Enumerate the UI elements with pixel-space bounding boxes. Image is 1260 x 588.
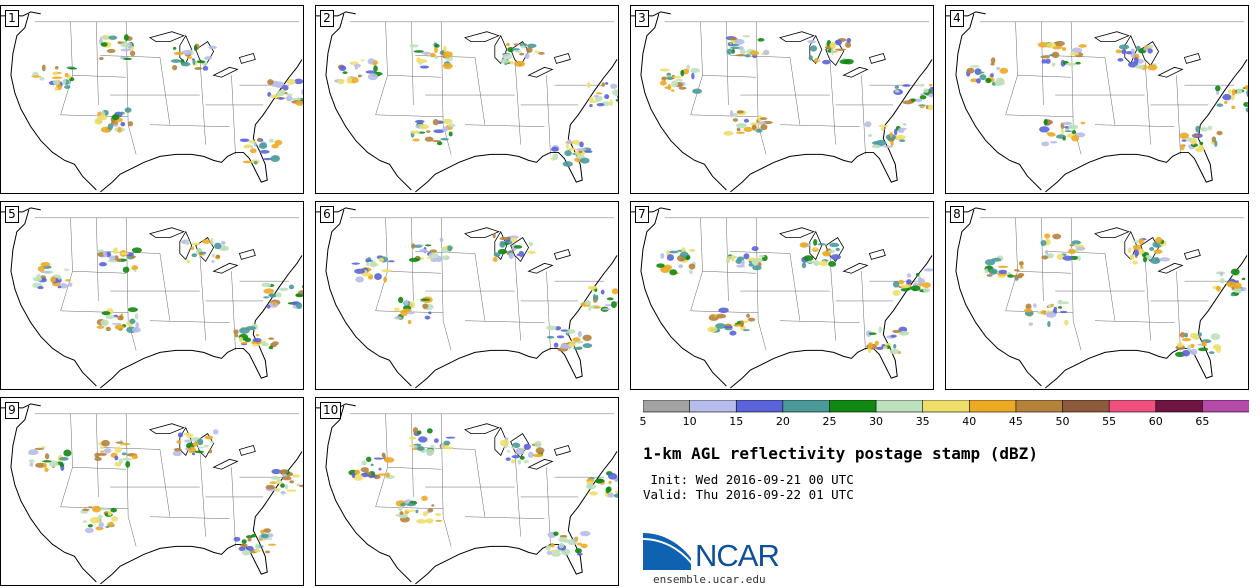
colorbar-segment (969, 400, 1017, 413)
member-panel: 5 (0, 201, 304, 390)
colorbar-label: 25 (822, 415, 837, 428)
colorbar-segment (1015, 400, 1064, 413)
colorbar-label: 35 (915, 415, 930, 428)
colorbar-segment (875, 400, 924, 413)
member-number: 1 (5, 10, 19, 27)
colorbar-segment (735, 400, 784, 413)
colorbar-label: 30 (869, 415, 884, 428)
colorbar-segment (643, 400, 691, 413)
member-panel: 2 (315, 5, 619, 194)
member-number: 2 (320, 10, 334, 27)
member-panel: 6 (315, 201, 619, 390)
member-map (316, 403, 618, 585)
member-number: 10 (320, 402, 342, 419)
colorbar-label: 15 (729, 415, 744, 428)
member-map (631, 11, 933, 193)
init-time: Init: Wed 2016-09-21 00 UTC (643, 472, 854, 487)
colorbar-label: 50 (1055, 415, 1070, 428)
colorbar-segment (829, 400, 877, 413)
member-map (946, 207, 1248, 389)
colorbar-label: 40 (962, 415, 977, 428)
colorbar-labels: 5 10 15 20 25 30 35 40 45 50 55 60 65 (639, 415, 1251, 429)
plot-title: 1-km AGL reflectivity postage stamp (dBZ… (643, 444, 1038, 463)
reflectivity-colorbar (643, 400, 1249, 413)
ncar-logo-text: NCAR (695, 538, 780, 573)
colorbar-label: 60 (1148, 415, 1163, 428)
colorbar-label: 45 (1008, 415, 1023, 428)
member-panel: 4 (945, 5, 1249, 194)
member-panel: 1 (0, 5, 304, 194)
colorbar-label: 10 (682, 415, 697, 428)
site-url[interactable]: ensemble.ucar.edu (653, 573, 766, 586)
member-number: 6 (320, 206, 334, 223)
member-number: 9 (5, 402, 19, 419)
member-map (1, 207, 303, 389)
member-panel: 9 (0, 397, 304, 586)
member-map (946, 11, 1248, 193)
colorbar-label: 55 (1102, 415, 1117, 428)
member-panel: 7 (630, 201, 934, 390)
member-map (631, 207, 933, 389)
colorbar-segment (1062, 400, 1110, 413)
member-map (316, 207, 618, 389)
colorbar-segment (1155, 400, 1204, 413)
member-map (1, 403, 303, 585)
colorbar-label: 20 (775, 415, 790, 428)
colorbar-segment (1108, 400, 1157, 413)
colorbar-segment (689, 400, 738, 413)
member-panel: 10 (315, 397, 619, 586)
colorbar-segment (922, 400, 971, 413)
member-panel: 8 (945, 201, 1249, 390)
ncar-logo-icon (643, 533, 691, 570)
colorbar-segment (1202, 400, 1249, 413)
member-number: 8 (950, 206, 964, 223)
member-number: 3 (635, 10, 649, 27)
member-map (1, 11, 303, 193)
colorbar-label: 5 (639, 415, 647, 428)
member-number: 7 (635, 206, 649, 223)
member-map (316, 11, 618, 193)
member-number: 5 (5, 206, 19, 223)
member-panel: 3 (630, 5, 934, 194)
valid-time: Valid: Thu 2016-09-22 01 UTC (643, 487, 854, 502)
colorbar-label: 65 (1195, 415, 1210, 428)
colorbar-segment (782, 400, 831, 413)
member-number: 4 (950, 10, 964, 27)
